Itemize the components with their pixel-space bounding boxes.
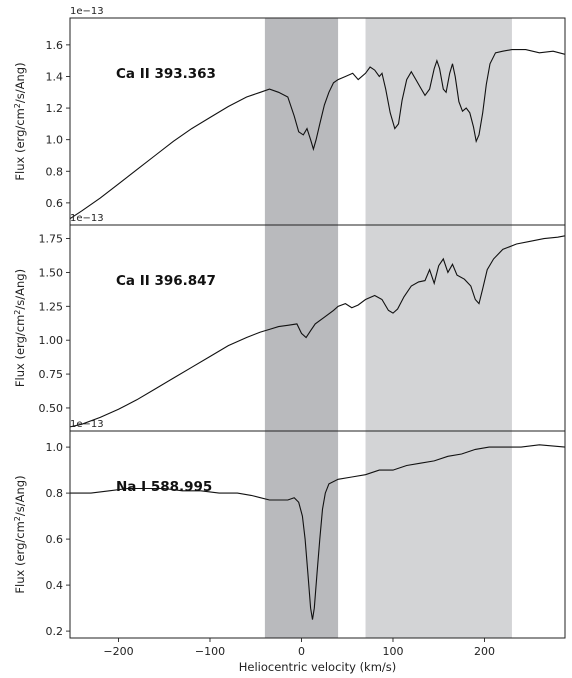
panels: 0.6 0.8 1.0 1.2 1.4 1.6 1e−13 Ca II 393.363 Flux… [13, 6, 566, 639]
y-tick-label: 0.2 [46, 625, 64, 638]
spectrum-line-2 [69, 235, 566, 428]
y-tick-label: 1.0 [46, 134, 64, 147]
y-tick-label: 0.8 [46, 165, 64, 178]
panel-label: Na I 588.995 [116, 479, 212, 495]
y-tick-label: 1.2 [46, 102, 64, 115]
y-tick-label: 0.6 [46, 533, 64, 546]
y-tick-label: 1.4 [46, 70, 64, 83]
y-axis-title: Flux (erg/cm2/s/Ang) [13, 62, 28, 180]
spectrum-line-3 [70, 444, 566, 620]
panel-label: Ca II 393.363 [116, 66, 216, 82]
shaded-region-1 [264, 18, 339, 638]
x-tick-label: 0 [298, 645, 305, 658]
shaded-regions [264, 18, 512, 638]
x-tick-label: −200 [103, 645, 133, 658]
y-tick-label: 0.8 [46, 487, 64, 500]
x-tick-label: 100 [382, 645, 403, 658]
panel-3: 0.2 0.4 0.6 0.8 1.0 1e−13 Na I 588.995 Flux (er… [13, 419, 566, 639]
y-tick-label: 1.50 [39, 266, 64, 279]
panel-1: 0.6 0.8 1.0 1.2 1.4 1.6 1e−13 Ca II 393.363 Flux… [13, 6, 566, 226]
x-tick-label: −100 [195, 645, 225, 658]
x-axis-title: Heliocentric velocity (km/s) [239, 660, 397, 674]
y-axis-title: Flux (erg/cm2/s/Ang) [13, 269, 28, 387]
y-tick-label: 1.25 [39, 300, 64, 313]
offset-label: 1e−13 [70, 419, 104, 430]
y-tick-label: 0.6 [46, 197, 64, 210]
panel-frame-3 [69, 430, 566, 639]
x-axis: −200 −100 0 100 200 [103, 638, 495, 658]
shaded-region-2 [365, 18, 512, 638]
x-tick-label: 200 [474, 645, 495, 658]
y-tick-label: 1.6 [46, 39, 64, 52]
y-tick-label: 1.00 [39, 334, 64, 347]
y-tick-label: 0.4 [46, 579, 64, 592]
offset-label: 1e−13 [70, 6, 104, 17]
panel-2: 0.50 0.75 1.00 1.25 1.50 1.75 1e−13 Ca II 396.8… [13, 213, 566, 432]
y-tick-label: 0.50 [39, 402, 64, 415]
y-axis-title: Flux (erg/cm2/s/Ang) [13, 475, 28, 593]
y-tick-label: 0.75 [39, 368, 64, 381]
offset-label: 1e−13 [70, 213, 104, 224]
y-tick-label: 1.0 [46, 441, 64, 454]
spectrum-line-1 [69, 49, 566, 220]
y-tick-label: 1.75 [39, 233, 64, 246]
panel-label: Ca II 396.847 [116, 273, 216, 289]
